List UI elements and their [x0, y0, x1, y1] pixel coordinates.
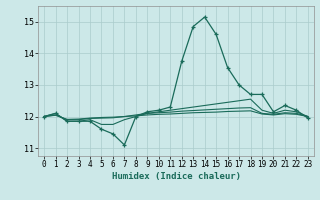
X-axis label: Humidex (Indice chaleur): Humidex (Indice chaleur) [111, 172, 241, 181]
